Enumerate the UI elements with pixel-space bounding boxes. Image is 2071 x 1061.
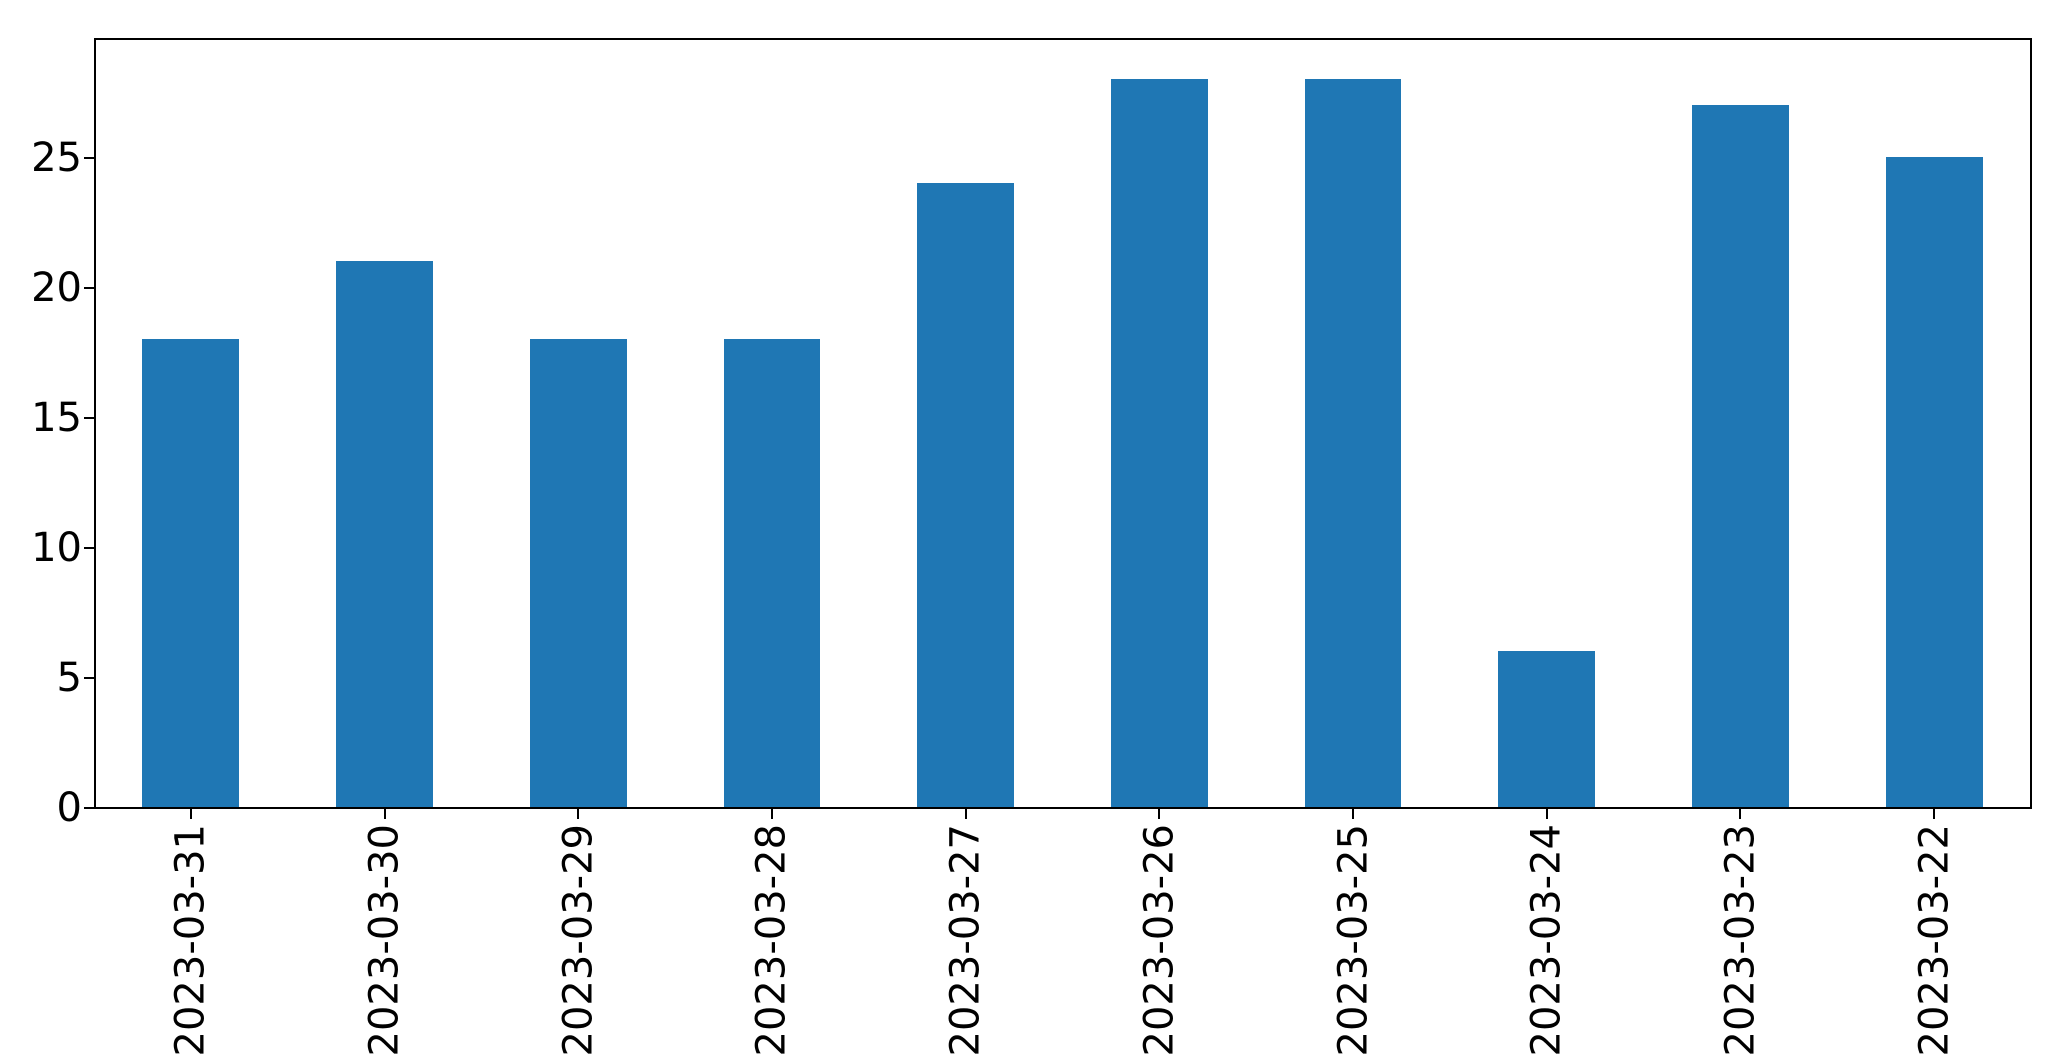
x-tick-label: 2023-03-31 <box>167 824 214 1057</box>
bar <box>142 338 240 807</box>
bar <box>1885 156 1983 807</box>
x-tick-label: 2023-03-26 <box>1136 824 1183 1057</box>
x-tick-label: 2023-03-28 <box>748 824 795 1057</box>
bar <box>1692 104 1789 807</box>
bar <box>917 182 1015 807</box>
y-tick <box>84 416 94 419</box>
y-tick <box>84 676 94 679</box>
x-tick-label: 2023-03-30 <box>361 824 408 1057</box>
x-tick <box>1545 809 1548 819</box>
x-tick-label: 2023-03-27 <box>942 824 989 1057</box>
x-tick <box>383 809 386 819</box>
x-tick-label: 2023-03-25 <box>1330 824 1377 1057</box>
x-tick <box>964 809 967 819</box>
x-tick <box>1933 809 1936 819</box>
x-tick-label: 2023-03-29 <box>555 824 602 1057</box>
bar <box>336 260 433 807</box>
x-tick <box>189 809 192 819</box>
x-tick-label: 2023-03-24 <box>1523 824 1570 1057</box>
y-tick-label: 25 <box>31 134 82 181</box>
bar <box>529 338 627 807</box>
y-tick <box>84 807 94 809</box>
bar <box>1498 650 1596 807</box>
y-tick <box>84 156 94 159</box>
x-tick-label: 2023-03-23 <box>1717 824 1764 1057</box>
x-tick <box>1352 809 1355 819</box>
x-tick-label: 2023-03-22 <box>1911 824 1958 1057</box>
y-tick-label: 20 <box>31 264 82 311</box>
bar <box>1110 78 1208 807</box>
x-tick <box>1739 809 1742 819</box>
y-tick-label: 10 <box>31 524 82 571</box>
y-tick <box>84 286 94 289</box>
x-tick <box>577 809 580 819</box>
bar <box>1304 78 1402 807</box>
y-tick <box>84 546 94 549</box>
bar <box>723 338 821 807</box>
x-tick <box>770 809 773 819</box>
x-tick <box>1158 809 1161 819</box>
y-tick-label: 0 <box>56 785 82 831</box>
y-tick-label: 15 <box>31 394 82 441</box>
y-tick-label: 5 <box>56 654 82 701</box>
